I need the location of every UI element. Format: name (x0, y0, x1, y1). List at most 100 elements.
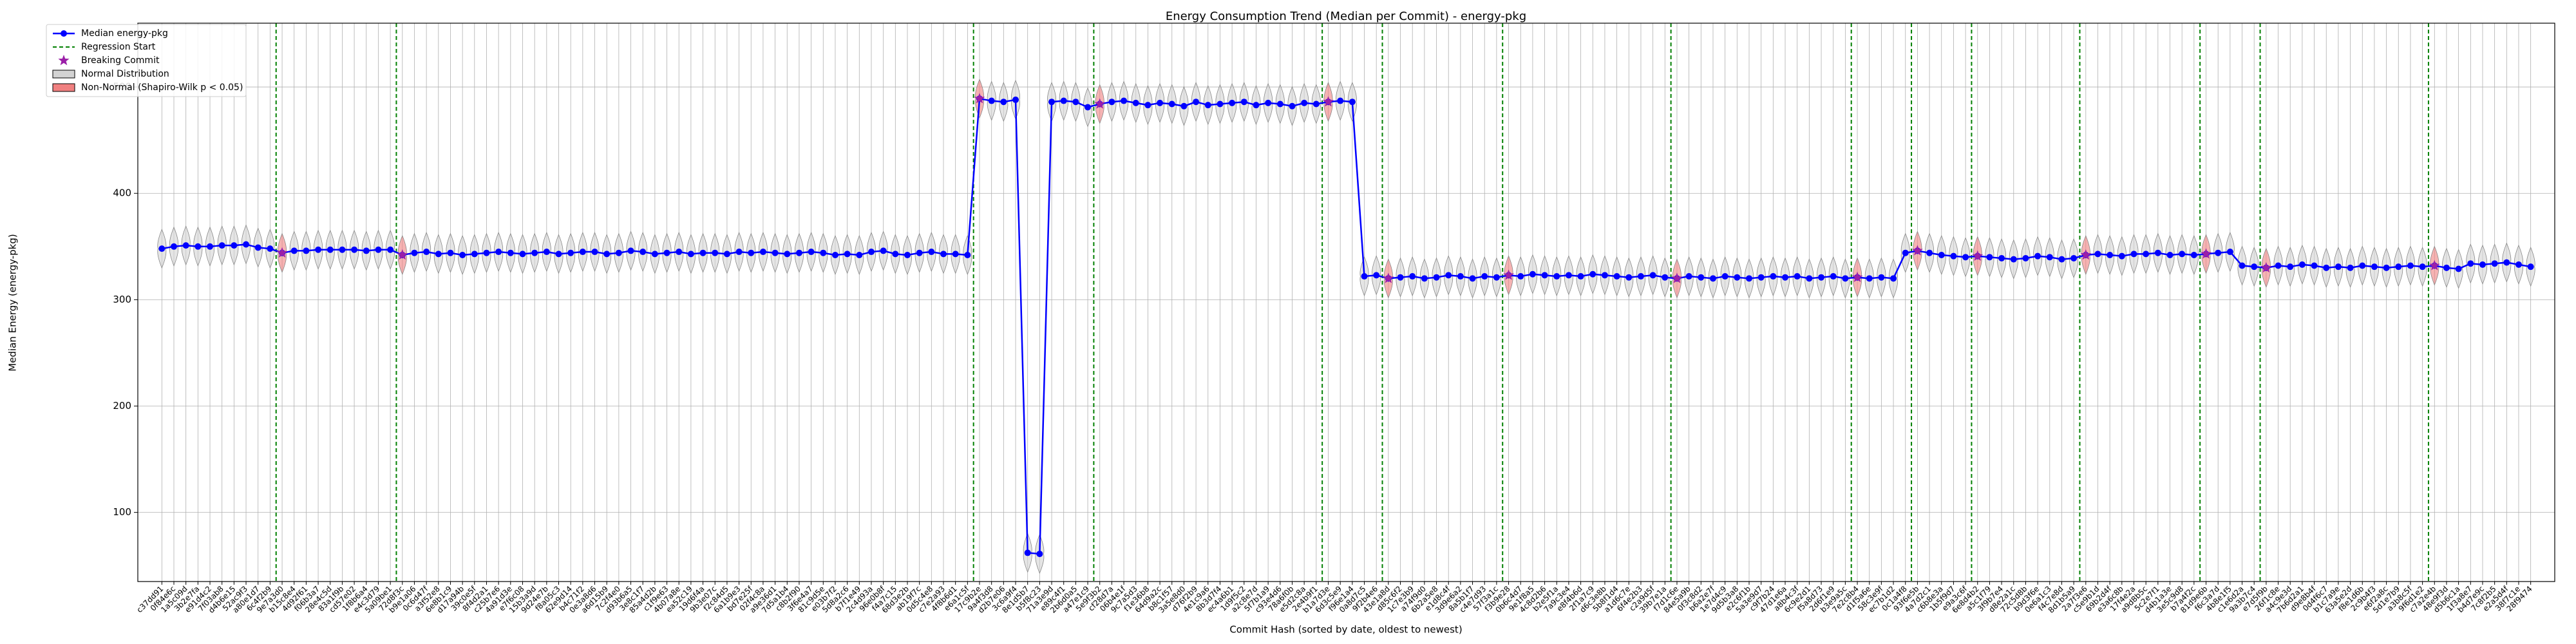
median-marker (820, 249, 827, 256)
median-marker (231, 242, 238, 249)
median-marker (1240, 99, 1247, 106)
median-marker (627, 247, 634, 254)
legend-swatch (58, 55, 70, 66)
median-marker (1253, 102, 1260, 109)
median-marker (483, 249, 490, 256)
median-marker (1469, 275, 1476, 282)
median-marker (748, 249, 755, 256)
median-marker (1746, 275, 1752, 282)
median-marker (351, 246, 358, 253)
median-marker (1217, 100, 1224, 108)
median-marker (375, 246, 382, 253)
median-marker (1553, 273, 1560, 280)
median-marker (218, 242, 225, 249)
median-marker (1157, 99, 1164, 106)
median-marker (1312, 100, 1320, 108)
median-marker (1012, 96, 1019, 103)
median-marker (712, 249, 719, 256)
median-marker (1842, 275, 1849, 282)
median-marker (2467, 260, 2474, 267)
legend: Median energy-pkg Regression Start Breakin… (46, 24, 247, 97)
legend-swatch (52, 70, 75, 79)
median-marker (1180, 102, 1188, 109)
median-marker (1072, 99, 1079, 106)
median-marker (1373, 272, 1380, 279)
median-marker (2275, 262, 2282, 269)
median-marker (892, 251, 899, 258)
median-marker (1698, 274, 1705, 281)
median-marker (1493, 274, 1500, 281)
median-marker (1397, 274, 1404, 281)
median-marker (2239, 262, 2246, 269)
median-marker (1577, 273, 1584, 280)
median-marker (1866, 275, 1873, 282)
median-marker (1926, 249, 1933, 256)
median-marker (2383, 264, 2390, 271)
median-marker (1685, 273, 1692, 280)
median-marker (1890, 275, 1897, 282)
median-marker (2094, 251, 2101, 258)
median-marker (2130, 251, 2137, 258)
median-marker (699, 249, 706, 256)
median-marker (916, 249, 923, 256)
median-marker (2154, 249, 2161, 256)
legend-label: Normal Distribution (81, 69, 169, 79)
median-marker (735, 249, 743, 256)
breaking-star (1094, 98, 1106, 109)
breaking-star (2080, 249, 2092, 260)
median-marker (1121, 97, 1128, 104)
median-marker (2022, 254, 2029, 261)
median-marker (1565, 272, 1572, 279)
median-marker (1445, 272, 1452, 279)
plot-frame (137, 23, 2555, 582)
median-marker (1168, 100, 1175, 108)
median-marker (471, 251, 478, 258)
median-marker (2323, 264, 2330, 271)
breaking-star (2200, 248, 2212, 259)
median-marker (831, 252, 838, 259)
median-marker (435, 251, 442, 258)
median-marker (2298, 261, 2306, 268)
median-marker (1782, 274, 1789, 281)
median-marker (1818, 274, 1825, 281)
median-marker (1529, 270, 1536, 278)
median-marker (194, 243, 202, 250)
median-marker (723, 251, 730, 258)
median-marker (2334, 263, 2342, 270)
y-tick-label: 300 (113, 294, 131, 305)
breaking-star (1972, 250, 1984, 261)
median-marker (591, 249, 598, 256)
median-marker (1337, 97, 1344, 104)
median-marker (988, 97, 995, 104)
median-marker (2515, 261, 2522, 268)
median-marker (543, 249, 550, 256)
median-marker (2287, 263, 2294, 270)
median-marker (1794, 273, 1801, 280)
median-marker (1289, 102, 1296, 109)
median-marker (2491, 260, 2498, 267)
median-marker (243, 241, 250, 248)
median-marker (1938, 252, 1945, 259)
median-marker (952, 251, 959, 258)
breaking-star (1503, 269, 1515, 280)
median-marker (2311, 262, 2318, 269)
median-marker (928, 249, 935, 256)
median-marker (615, 249, 622, 256)
median-marker (904, 252, 911, 259)
median-marker (1060, 97, 1067, 104)
median-marker (772, 249, 779, 256)
median-marker (2058, 256, 2065, 263)
median-marker (1036, 551, 1043, 558)
median-marker (759, 249, 766, 256)
median-marker (867, 249, 875, 256)
median-marker (1481, 273, 1488, 280)
median-marker (1806, 275, 1813, 282)
median-marker (290, 247, 298, 254)
median-marker (459, 252, 466, 259)
median-marker (339, 246, 346, 253)
median-marker (2347, 264, 2354, 271)
median-marker (1830, 273, 1837, 280)
median-marker (844, 251, 851, 258)
breaking-star (1852, 271, 1863, 282)
